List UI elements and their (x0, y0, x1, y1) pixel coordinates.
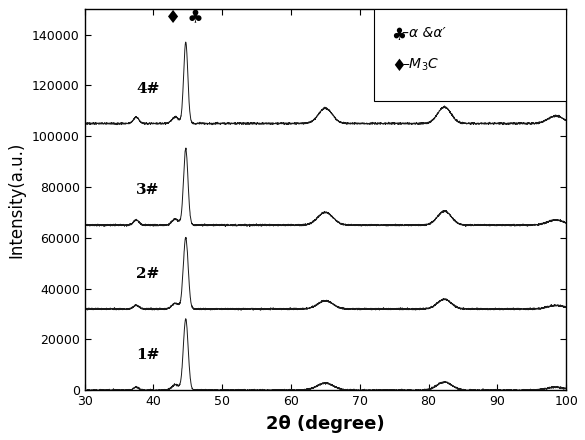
Text: –α &α′: –α &α′ (402, 26, 446, 40)
Text: ♦: ♦ (390, 59, 404, 73)
Y-axis label: Intensity(a.u.): Intensity(a.u.) (7, 142, 25, 258)
Text: ♣: ♣ (390, 28, 404, 43)
Text: –α &α′: –α &α′ (400, 28, 443, 42)
X-axis label: 2θ (degree): 2θ (degree) (266, 415, 385, 433)
Text: ♦: ♦ (391, 57, 406, 75)
Text: 3#: 3# (136, 183, 160, 197)
Text: 4#: 4# (136, 81, 160, 95)
Text: 2#: 2# (136, 267, 160, 281)
Text: –M$_3$C: –M$_3$C (400, 59, 437, 75)
Text: 1#: 1# (136, 348, 160, 362)
FancyBboxPatch shape (373, 9, 566, 101)
Text: ♦ ♣: ♦ ♣ (165, 9, 204, 27)
Text: –M$_3$C: –M$_3$C (402, 57, 440, 73)
Text: ♣: ♣ (391, 26, 406, 44)
